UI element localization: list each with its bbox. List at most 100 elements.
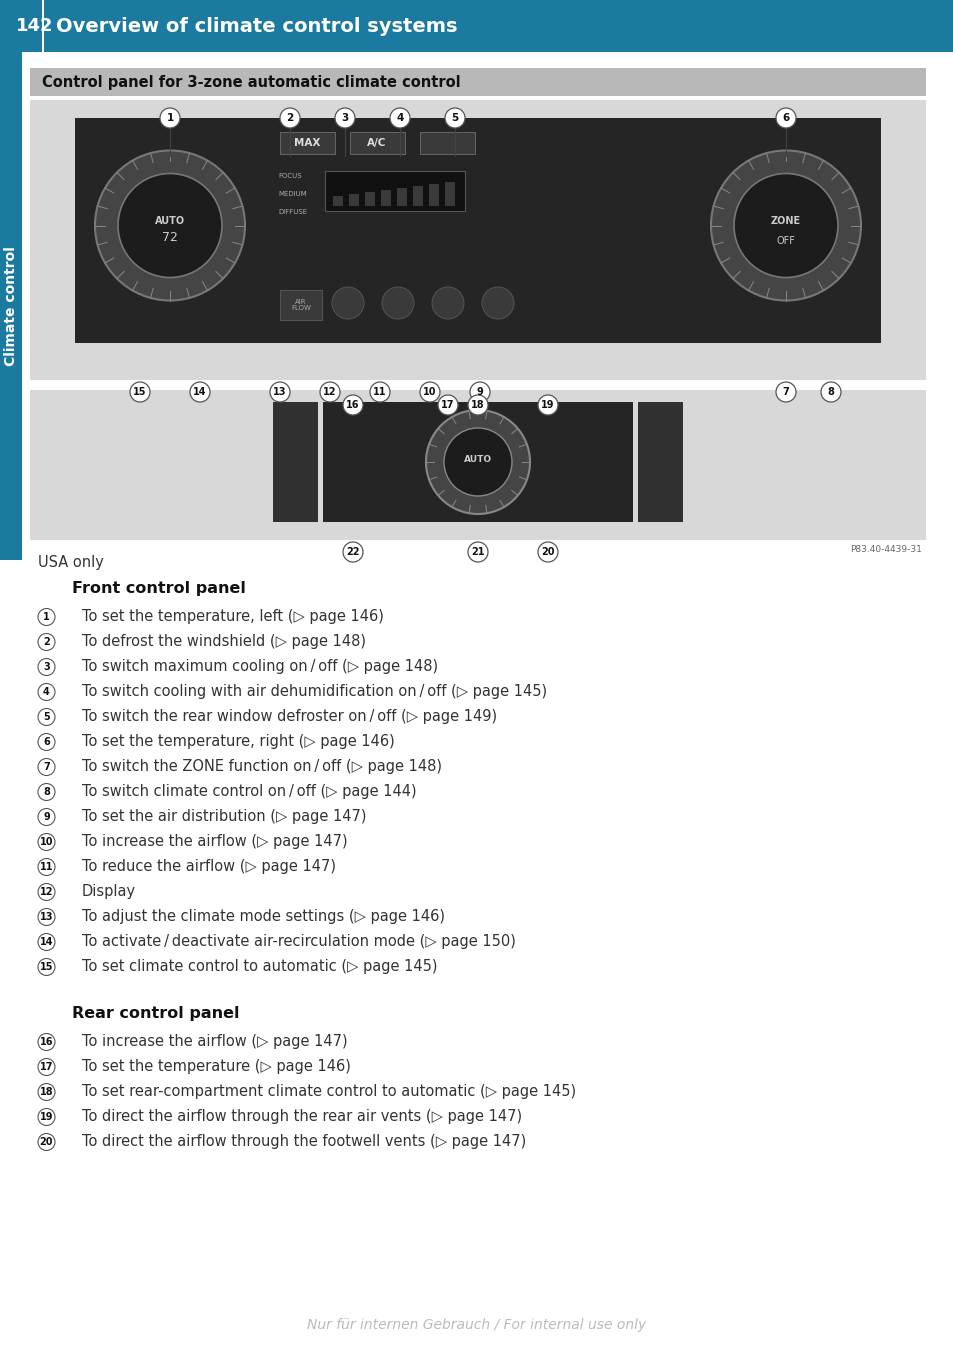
Text: 13: 13 [273, 387, 287, 397]
Circle shape [38, 1109, 55, 1125]
Bar [30, 100, 925, 380]
Text: 13: 13 [40, 913, 53, 922]
Text: 8: 8 [826, 387, 834, 397]
Text: Display: Display [82, 884, 136, 899]
Text: ZONE: ZONE [770, 215, 801, 226]
Circle shape [38, 909, 55, 926]
Circle shape [390, 108, 410, 129]
Circle shape [38, 1059, 55, 1075]
Bar [273, 402, 317, 523]
Text: 9: 9 [476, 387, 483, 397]
Circle shape [38, 834, 55, 850]
Circle shape [537, 542, 558, 562]
Circle shape [470, 382, 490, 402]
Circle shape [444, 108, 464, 129]
Text: 16: 16 [346, 399, 359, 410]
Text: A/C: A/C [367, 138, 386, 148]
Text: 10: 10 [423, 387, 436, 397]
Bar [350, 131, 405, 154]
Circle shape [38, 1033, 55, 1051]
Circle shape [468, 395, 488, 414]
Circle shape [38, 658, 55, 676]
Text: To set rear-compartment climate control to automatic (▷ page 145): To set rear-compartment climate control … [82, 1085, 576, 1099]
Text: Nur für internen Gebrauch / For internal use only: Nur für internen Gebrauch / For internal… [307, 1317, 646, 1332]
Text: To activate / deactivate air-recirculation mode (▷ page 150): To activate / deactivate air-recirculati… [82, 934, 516, 949]
Circle shape [775, 382, 795, 402]
Text: 17: 17 [441, 399, 455, 410]
Text: 14: 14 [40, 937, 53, 946]
Bar [280, 131, 335, 154]
Circle shape [38, 608, 55, 626]
Bar [638, 402, 682, 523]
Text: 4: 4 [43, 686, 50, 697]
Circle shape [38, 933, 55, 951]
Bar [365, 192, 375, 206]
Circle shape [432, 287, 463, 320]
Text: 5: 5 [451, 112, 458, 123]
Circle shape [38, 758, 55, 776]
Text: AUTO: AUTO [463, 455, 492, 463]
Text: 10: 10 [40, 837, 53, 848]
Bar [380, 190, 391, 206]
Circle shape [710, 150, 861, 301]
Bar [0, 51, 22, 561]
Circle shape [190, 382, 210, 402]
Text: USA only: USA only [38, 555, 104, 570]
Text: 12: 12 [40, 887, 53, 896]
Text: To set the temperature (▷ page 146): To set the temperature (▷ page 146) [82, 1059, 351, 1074]
Circle shape [370, 382, 390, 402]
Circle shape [343, 542, 363, 562]
Text: To increase the airflow (▷ page 147): To increase the airflow (▷ page 147) [82, 1034, 347, 1049]
Circle shape [38, 858, 55, 876]
Text: 3: 3 [43, 662, 50, 672]
Circle shape [38, 734, 55, 750]
Text: 21: 21 [471, 547, 484, 556]
Text: Climate control: Climate control [4, 246, 18, 366]
Text: 20: 20 [40, 1137, 53, 1147]
Text: 2: 2 [286, 112, 294, 123]
Text: MAX: MAX [294, 138, 320, 148]
Bar [413, 185, 422, 206]
Text: Front control panel: Front control panel [71, 581, 246, 596]
Circle shape [443, 428, 512, 496]
Circle shape [130, 382, 150, 402]
Circle shape [437, 395, 457, 414]
Text: 19: 19 [40, 1112, 53, 1122]
Text: To increase the airflow (▷ page 147): To increase the airflow (▷ page 147) [82, 834, 347, 849]
Text: To direct the airflow through the rear air vents (▷ page 147): To direct the airflow through the rear a… [82, 1109, 521, 1124]
Bar [280, 290, 322, 320]
Bar [323, 402, 633, 523]
Text: 3: 3 [341, 112, 348, 123]
Circle shape [419, 382, 439, 402]
Circle shape [775, 108, 795, 129]
Text: 22: 22 [346, 547, 359, 556]
Circle shape [160, 108, 180, 129]
Circle shape [821, 382, 841, 402]
Circle shape [468, 542, 488, 562]
Text: 2: 2 [43, 636, 50, 647]
Text: AIR
FLOW: AIR FLOW [291, 298, 311, 311]
Text: 9: 9 [43, 812, 50, 822]
Bar [429, 184, 438, 206]
Text: 20: 20 [540, 547, 554, 556]
Circle shape [118, 173, 222, 278]
Circle shape [38, 1133, 55, 1151]
Text: Overview of climate control systems: Overview of climate control systems [56, 16, 457, 35]
Text: To adjust the climate mode settings (▷ page 146): To adjust the climate mode settings (▷ p… [82, 909, 444, 923]
Text: To switch the rear window defroster on / off (▷ page 149): To switch the rear window defroster on /… [82, 709, 497, 724]
Text: To switch climate control on / off (▷ page 144): To switch climate control on / off (▷ pa… [82, 784, 416, 799]
Text: OFF: OFF [776, 236, 795, 245]
Text: To set the temperature, left (▷ page 146): To set the temperature, left (▷ page 146… [82, 609, 383, 624]
Circle shape [38, 684, 55, 700]
Bar [419, 131, 475, 154]
Circle shape [343, 395, 363, 414]
Circle shape [319, 382, 339, 402]
Text: 72: 72 [162, 232, 178, 244]
Text: 6: 6 [43, 737, 50, 747]
Text: 15: 15 [133, 387, 147, 397]
Text: To direct the airflow through the footwell vents (▷ page 147): To direct the airflow through the footwe… [82, 1135, 526, 1150]
Text: To defrost the windshield (▷ page 148): To defrost the windshield (▷ page 148) [82, 634, 366, 649]
Circle shape [38, 808, 55, 826]
Text: 19: 19 [540, 399, 554, 410]
Circle shape [381, 287, 414, 320]
